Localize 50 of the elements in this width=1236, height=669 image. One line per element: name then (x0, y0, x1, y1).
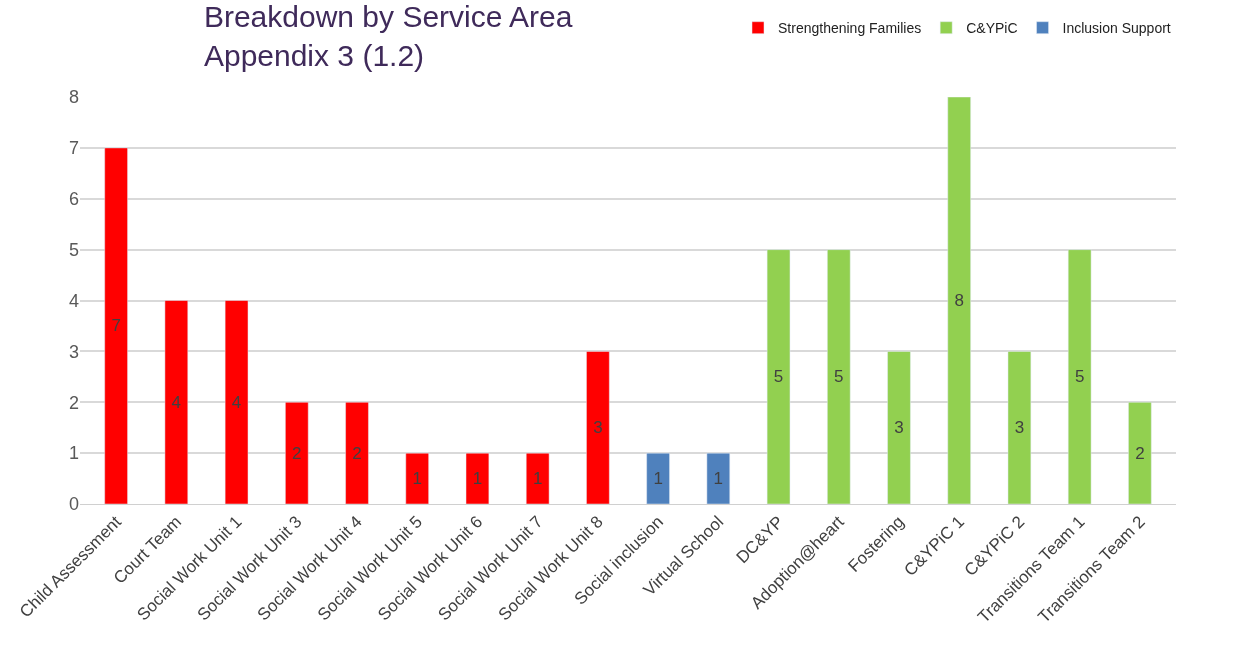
bar (706, 452, 731, 504)
bar (104, 147, 128, 504)
bar (1128, 402, 1152, 504)
bar (1067, 249, 1092, 504)
chart-title: Breakdown by Service Area (203, 0, 573, 33)
data-label: 3 (593, 418, 603, 438)
bar (405, 452, 429, 504)
bar (164, 300, 189, 504)
y-tick-label: 1 (68, 443, 79, 464)
data-label: 1 (472, 469, 483, 489)
bar (525, 452, 550, 504)
legend-label: Inclusion Support (1062, 20, 1171, 37)
data-label: 2 (1135, 443, 1145, 463)
y-tick-label: 2 (68, 392, 79, 413)
bar (586, 351, 610, 504)
data-label: 1 (412, 469, 422, 489)
data-label: 5 (1074, 367, 1085, 387)
bar (465, 452, 490, 504)
bar (766, 249, 791, 504)
data-label: 1 (653, 469, 663, 489)
y-tick-label: 3 (68, 341, 79, 362)
data-label: 3 (894, 418, 904, 438)
data-label: 1 (713, 469, 724, 489)
y-tick-label: 6 (68, 189, 79, 210)
legend-label: Strengthening Families (778, 20, 922, 37)
bar (345, 402, 369, 504)
data-label: 4 (171, 392, 182, 412)
bar (887, 351, 911, 504)
y-tick-label: 8 (68, 87, 79, 108)
bar (285, 402, 309, 504)
data-label: 7 (111, 316, 121, 336)
data-label: 1 (532, 469, 543, 489)
data-label: 5 (834, 367, 844, 387)
data-label: 8 (954, 291, 964, 310)
data-label: 4 (231, 392, 242, 412)
data-label: 2 (352, 443, 362, 463)
bar (646, 452, 670, 504)
chart-subtitle: Appendix 3 (1.2) (203, 38, 425, 72)
y-tick-label: 7 (68, 138, 79, 159)
y-tick-label: 5 (68, 239, 79, 260)
bar (947, 97, 971, 504)
data-label: 5 (773, 367, 784, 387)
bar (827, 249, 851, 504)
data-label: 3 (1014, 418, 1025, 438)
y-tick-label: 0 (68, 494, 79, 515)
y-tick-label: 4 (68, 290, 79, 311)
data-label: 2 (292, 443, 302, 463)
legend-label: C&YPiC (966, 20, 1018, 37)
bar (224, 300, 249, 504)
bar (1007, 351, 1032, 504)
